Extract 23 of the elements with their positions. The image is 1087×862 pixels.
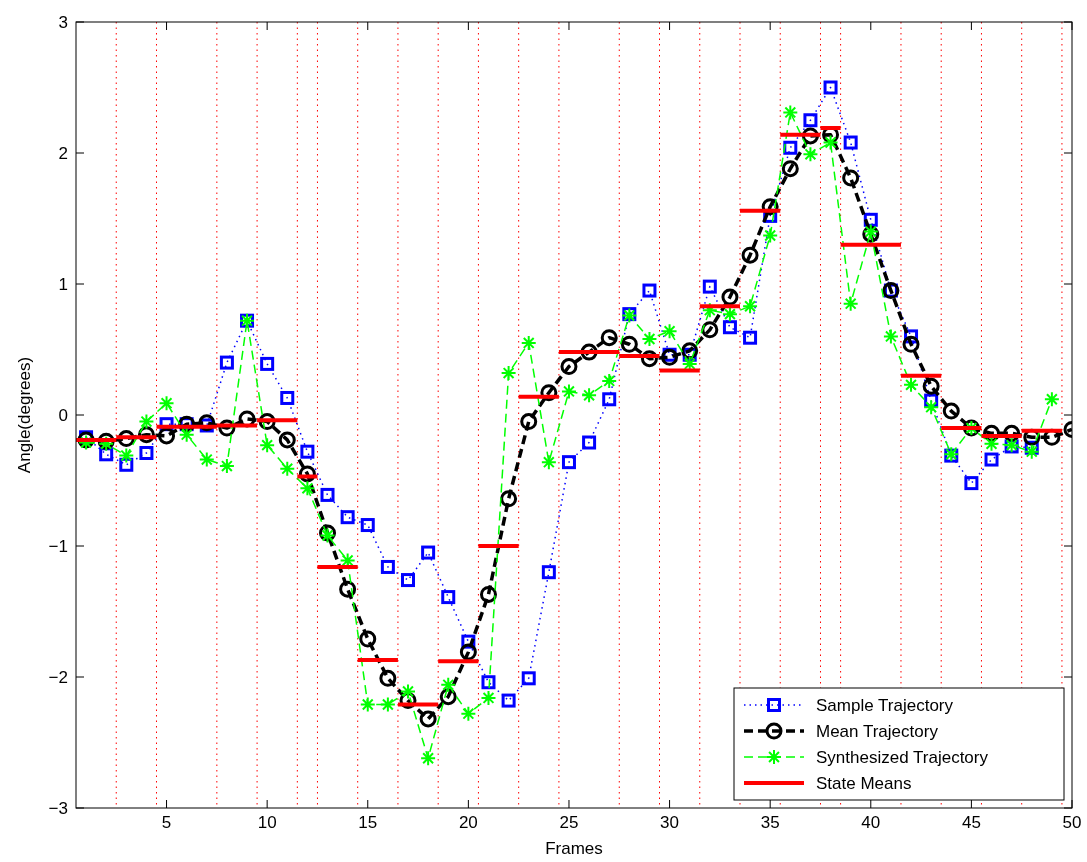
y-tick-label: 1 [58, 275, 68, 294]
y-tick-label: −1 [48, 537, 68, 556]
legend-label: Synthesized Trajectory [816, 748, 989, 767]
legend-label: State Means [816, 774, 912, 793]
x-tick-label: 45 [961, 813, 981, 832]
x-tick-label: 50 [1062, 813, 1082, 832]
x-tick-label: 25 [559, 813, 579, 832]
x-tick-label: 30 [660, 813, 680, 832]
x-tick-label: 35 [760, 813, 780, 832]
x-tick-label: 20 [458, 813, 478, 832]
y-tick-label: −3 [48, 799, 68, 818]
y-tick-label: −2 [48, 668, 68, 687]
legend-label: Mean Trajectory [816, 722, 939, 741]
legend-label: Sample Trajectory [816, 696, 954, 715]
y-tick-label: 3 [58, 13, 68, 32]
y-tick-label: 2 [58, 144, 68, 163]
x-axis-title: Frames [545, 839, 603, 858]
x-tick-label: 40 [861, 813, 881, 832]
y-tick-label: 0 [58, 406, 68, 425]
x-tick-label: 15 [358, 813, 378, 832]
x-tick-label: 10 [257, 813, 277, 832]
y-axis-title: Angle(degrees) [15, 356, 34, 474]
x-tick-label: 5 [161, 813, 172, 832]
